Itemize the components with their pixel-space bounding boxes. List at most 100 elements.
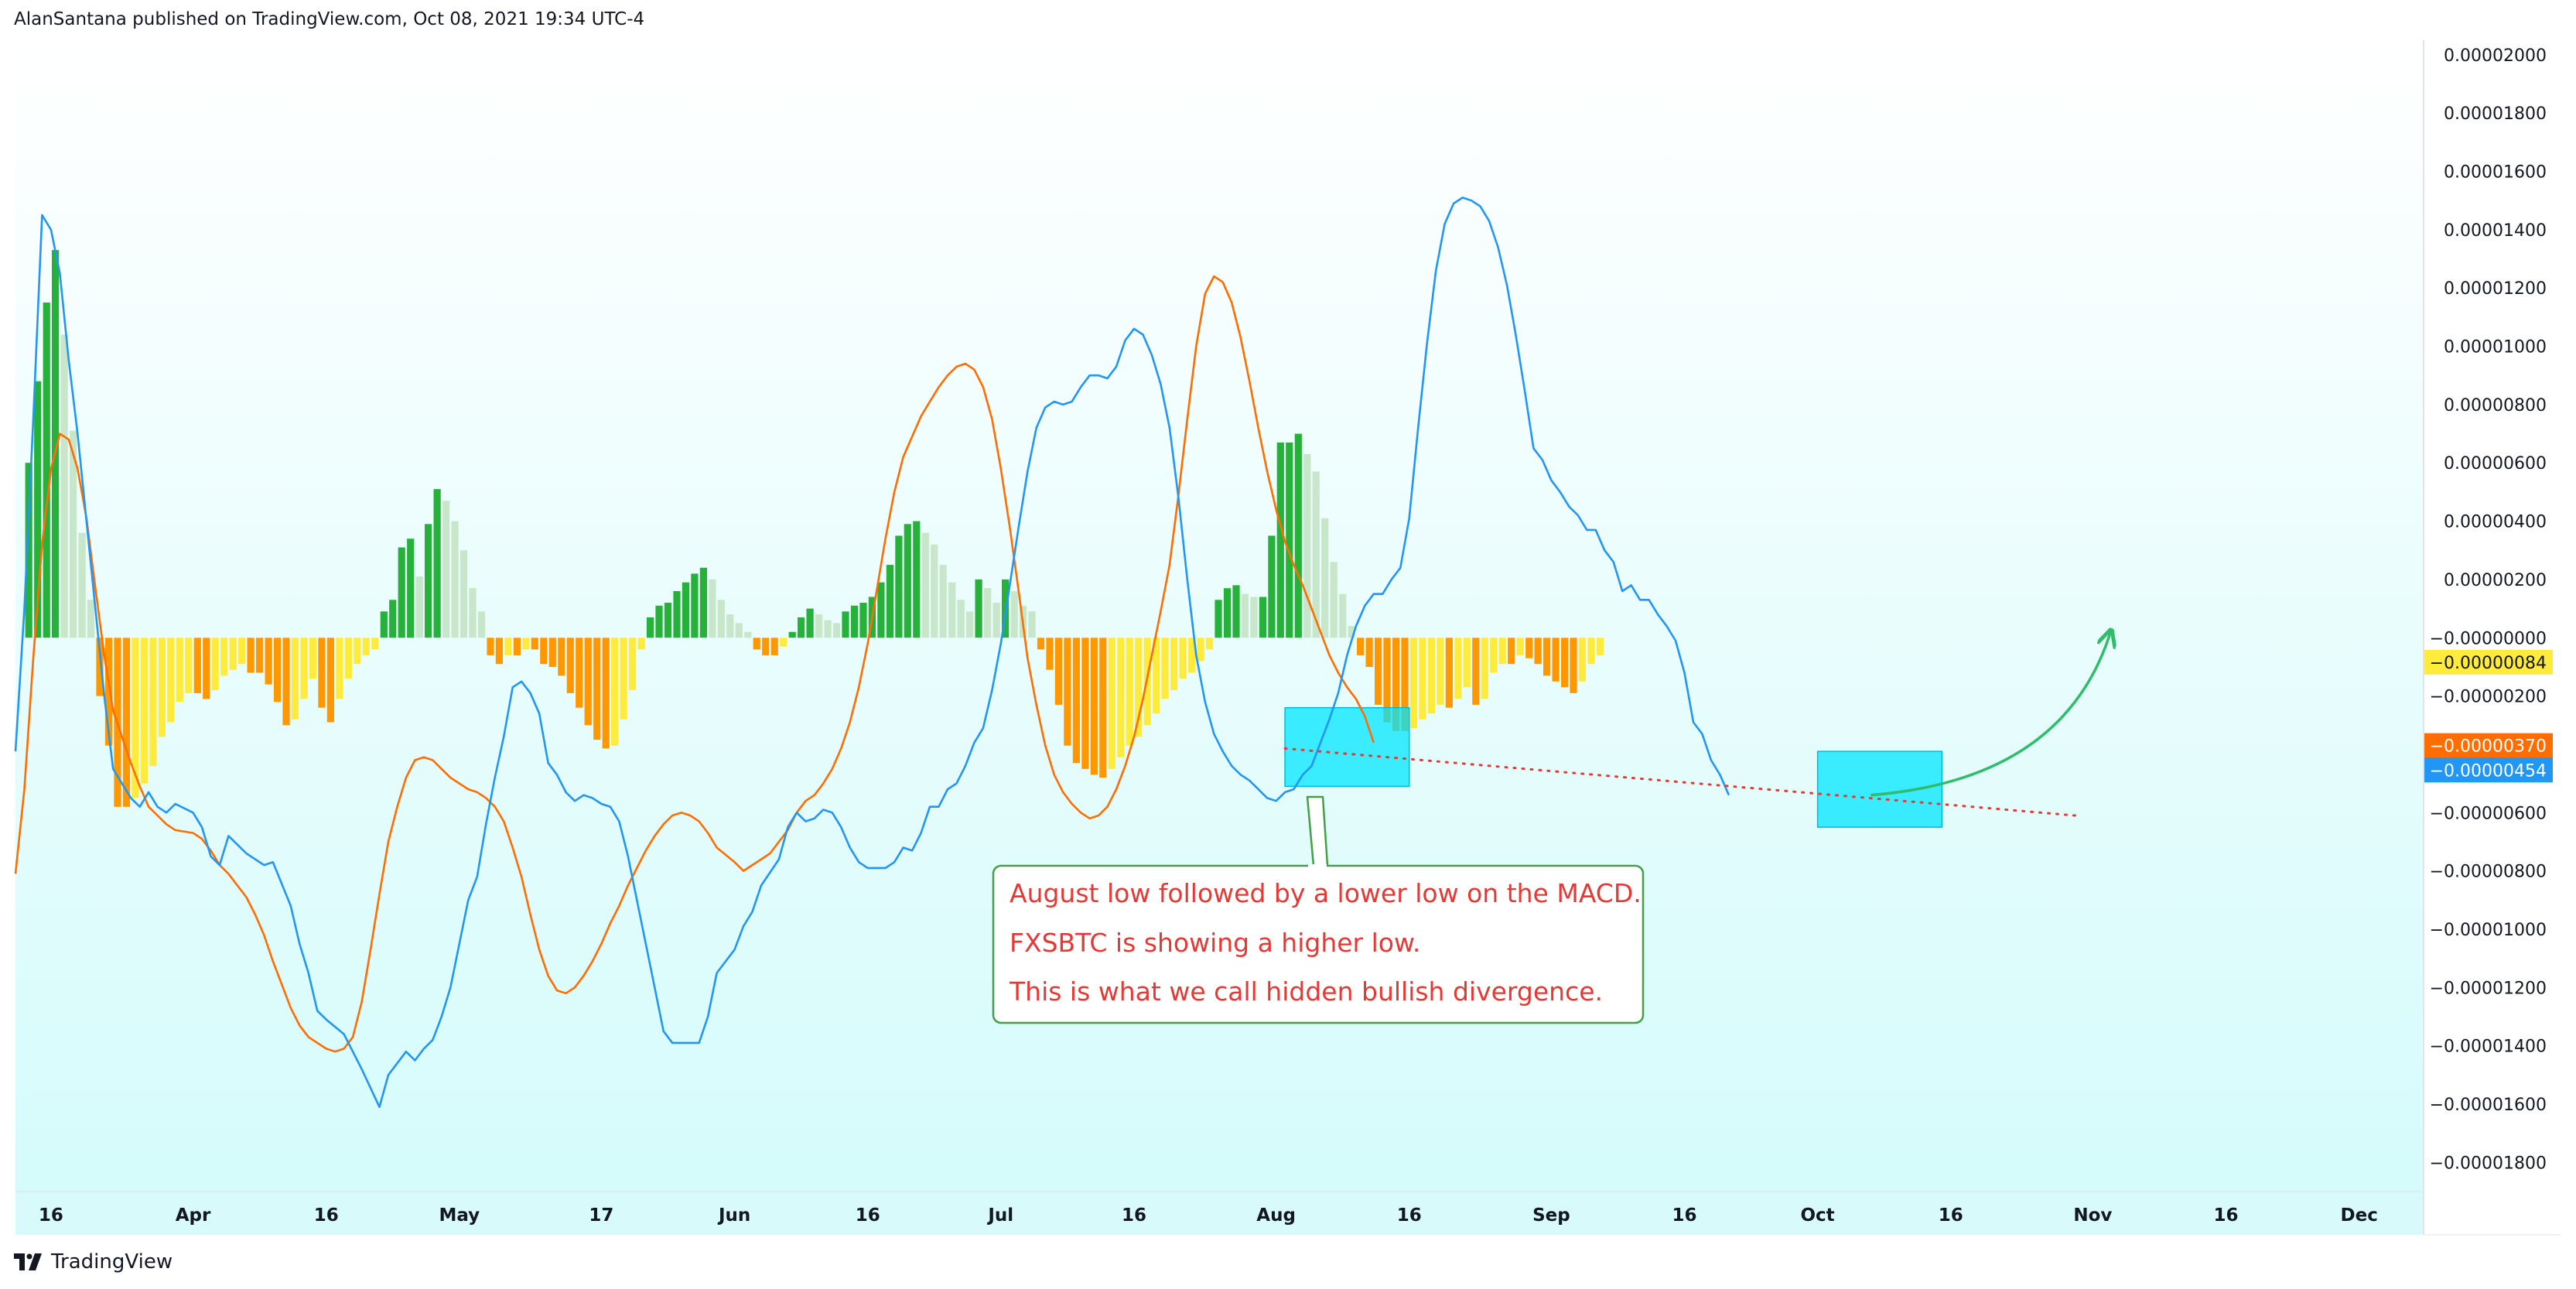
histogram-bar	[291, 638, 299, 720]
histogram-bar	[1223, 588, 1232, 638]
price-badge	[2424, 649, 2553, 675]
histogram-bar	[433, 489, 441, 638]
price-tick-label: 0.00000600	[2444, 454, 2547, 474]
bullish-arrow	[1871, 632, 2110, 797]
histogram-bar	[1543, 638, 1551, 676]
histogram-bar	[673, 591, 681, 638]
time-tick-label: Jun	[717, 1205, 750, 1226]
histogram-bar	[1170, 638, 1178, 691]
histogram-bar	[415, 576, 423, 638]
histogram-bar	[1117, 638, 1125, 757]
price-badge	[2424, 757, 2553, 783]
histogram-bar	[176, 638, 183, 703]
time-tick-label: Dec	[2341, 1205, 2378, 1226]
histogram-bar	[1072, 638, 1080, 764]
histogram-bar	[664, 603, 672, 638]
histogram-bar	[576, 638, 583, 708]
histogram-bar	[1587, 638, 1595, 665]
highlight-layer	[1284, 706, 1943, 828]
histogram-bar	[850, 605, 859, 638]
time-tick-label: 16	[856, 1205, 880, 1226]
time-axis[interactable]: 16 Apr 16 May 17 Jun 16 Jul 16 Aug 16 Sep 16 Oct 16 Nov…	[39, 1205, 2378, 1226]
price-tick-label: 0.00000400	[2444, 513, 2547, 532]
histogram-bar	[1463, 638, 1471, 688]
histogram-bar	[389, 600, 397, 638]
histogram-bar	[832, 623, 841, 638]
histogram-bar	[43, 303, 50, 638]
histogram-bar	[513, 638, 521, 655]
price-axis[interactable]: 0.00002000 0.00001800 0.00001600 0.00001400…	[2424, 46, 2553, 1174]
time-axis-strip	[15, 1192, 2423, 1235]
histogram-bar	[354, 638, 361, 665]
histogram-bar	[770, 638, 778, 655]
histogram-bar	[1046, 638, 1054, 670]
histogram-bar	[1516, 638, 1524, 655]
line-layer	[14, 197, 1730, 1109]
histogram-bar	[1064, 638, 1071, 746]
histogram-bar	[371, 638, 379, 650]
histogram-bar	[975, 579, 982, 638]
price-tick-label: 0.00001400	[2444, 221, 2547, 241]
price-tick-label: −0.00001000	[2430, 921, 2547, 940]
histogram-bar	[362, 638, 370, 655]
histogram-bar	[1090, 638, 1098, 775]
highlight-box	[1284, 706, 1410, 788]
histogram-bar	[992, 603, 1000, 638]
histogram-bar	[487, 638, 494, 655]
histogram-bar	[504, 638, 512, 655]
histogram-bar	[842, 611, 849, 638]
time-tick-label: Jul	[986, 1205, 1013, 1226]
histogram-bar	[1437, 638, 1444, 705]
histogram-bar	[469, 588, 477, 638]
histogram-bar	[1312, 471, 1320, 638]
price-tick-label: −0.00001400	[2430, 1038, 2547, 1057]
histogram-bar	[957, 600, 965, 638]
histogram-bar	[256, 638, 264, 673]
price-tick-label: 0.00001600	[2444, 163, 2547, 183]
histogram-bar	[96, 638, 104, 696]
histogram-bar	[1153, 638, 1160, 714]
histogram-bar	[886, 565, 893, 638]
histogram-bar	[70, 430, 77, 638]
histogram-bar	[859, 603, 867, 638]
histogram-bar	[646, 617, 654, 638]
histogram-bar	[1205, 638, 1214, 650]
histogram-bar	[1508, 638, 1515, 665]
histogram-bar	[336, 638, 343, 699]
time-tick-label: May	[439, 1205, 480, 1226]
histogram-bar	[1321, 518, 1329, 638]
histogram-bar	[282, 638, 290, 726]
histogram-bar	[211, 638, 219, 691]
histogram-bar	[1232, 585, 1240, 638]
histogram-bar	[1294, 433, 1302, 638]
histogram-bar	[122, 638, 131, 807]
note-line-1: August low followed by a lower low on th…	[1010, 878, 1642, 908]
histogram-bar	[1241, 593, 1249, 638]
histogram-bar	[1490, 638, 1498, 673]
histogram-bar	[966, 611, 974, 638]
histogram-bar	[265, 638, 272, 685]
histogram-bar	[1135, 638, 1143, 737]
footer-brand[interactable]: TradingView	[14, 1250, 173, 1274]
histogram-bar	[877, 582, 885, 638]
histogram-bar	[655, 605, 663, 638]
histogram-bar	[1365, 638, 1373, 667]
histogram-bar	[1445, 638, 1453, 708]
histogram-bar	[1028, 611, 1036, 638]
histogram-bar	[904, 524, 911, 638]
histogram-bar	[158, 638, 166, 737]
histogram-bar	[398, 547, 405, 638]
time-tick-label: Oct	[1801, 1205, 1835, 1226]
histogram-bar	[451, 521, 459, 638]
histogram-bar	[548, 638, 556, 667]
price-badge-label: −0.00000454	[2430, 761, 2547, 781]
histogram-bar	[1197, 638, 1204, 662]
price-tick-label: 0.00000200	[2444, 571, 2547, 590]
histogram-bar	[34, 381, 42, 638]
histogram-bar	[140, 638, 148, 784]
histogram-bar	[1348, 626, 1355, 638]
histogram-bar	[220, 638, 228, 676]
histogram-bar	[566, 638, 574, 693]
time-tick-label: 16	[1672, 1205, 1696, 1226]
